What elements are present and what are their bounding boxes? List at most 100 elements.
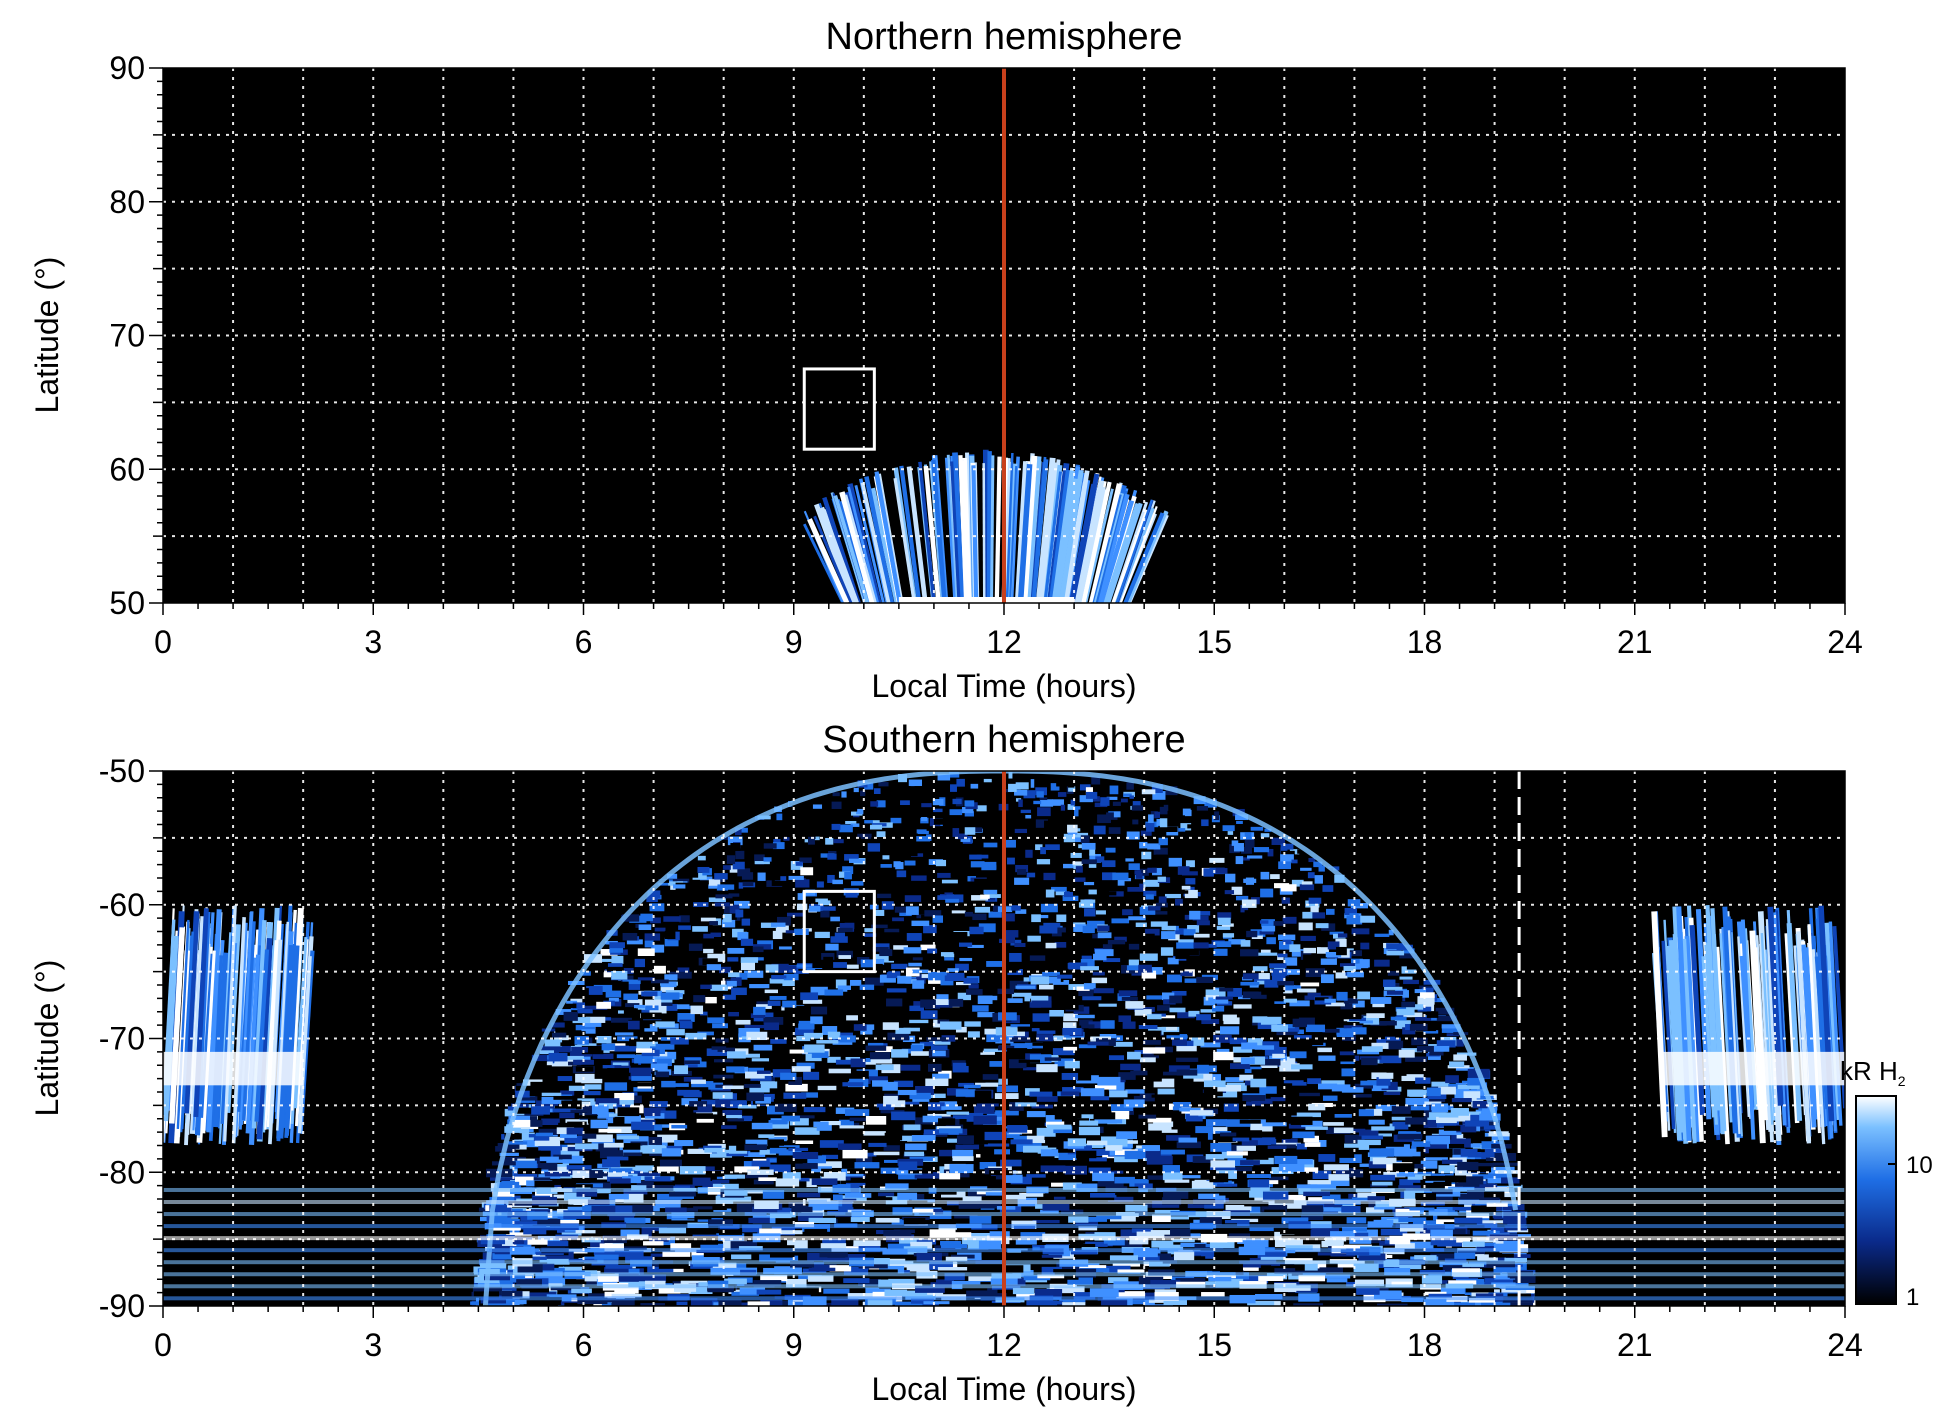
emission-cell (873, 959, 885, 965)
emission-cell (1381, 1081, 1398, 1091)
emission-cell (1102, 860, 1116, 868)
emission-cell (1044, 820, 1054, 830)
emission-cell (1503, 1216, 1527, 1224)
emission-cell (623, 1136, 649, 1146)
emission-cell (623, 1152, 642, 1157)
emission-cell (1225, 1204, 1252, 1211)
emission-cell (849, 803, 858, 812)
emission-cell (1456, 1124, 1477, 1133)
emission-cell (944, 975, 965, 982)
x-tick-label: 0 (154, 1327, 172, 1363)
emission-cell (1240, 1160, 1260, 1166)
emission-cell (973, 1105, 995, 1114)
emission-cell (929, 1229, 956, 1238)
emission-cell (763, 1016, 784, 1025)
emission-cell (634, 1054, 654, 1064)
emission-cell (1015, 1102, 1037, 1107)
emission-cell (735, 850, 745, 860)
emission-cell (1312, 1170, 1332, 1180)
emission-cell (977, 1012, 995, 1018)
emission-cell (1067, 782, 1075, 788)
emission-cell (1478, 1220, 1507, 1224)
side-lobe-stroke (1668, 939, 1686, 1133)
emission-cell (1034, 1288, 1063, 1298)
emission-cell (835, 979, 847, 989)
emission-cell (679, 915, 690, 923)
emission-cell (1092, 953, 1107, 961)
emission-stroke (1035, 457, 1056, 603)
emission-cell (1072, 861, 1083, 866)
emission-cell (1462, 1241, 1485, 1247)
emission-cell (1124, 1150, 1146, 1160)
emission-cell (1042, 852, 1054, 857)
emission-cell (1010, 939, 1022, 946)
emission-cell (1195, 1126, 1213, 1134)
emission-cell (1304, 1142, 1321, 1148)
emission-cell (1363, 1016, 1380, 1025)
emission-cell (1105, 991, 1119, 999)
emission-cell (1264, 828, 1272, 832)
emission-cell (729, 904, 740, 914)
emission-cell (1467, 1152, 1487, 1158)
emission-cell (1300, 867, 1312, 871)
emission-cell (932, 1073, 950, 1079)
emission-stroke (814, 503, 855, 603)
emission-cell (831, 801, 842, 809)
emission-cell (662, 1251, 691, 1257)
emission-cell (1045, 889, 1055, 898)
emission-cell (1146, 995, 1165, 1000)
emission-cell (623, 993, 638, 1000)
emission-cell (633, 1004, 647, 1009)
emission-cell (1437, 1215, 1466, 1222)
emission-cell (1122, 909, 1133, 916)
emission-cell (884, 1159, 906, 1163)
y-tick-label: -50 (99, 753, 145, 789)
emission-cell (1025, 814, 1032, 819)
emission-cell (795, 861, 803, 866)
emission-cell (1116, 1291, 1145, 1299)
emission-cell (567, 1206, 588, 1212)
emission-cell (1274, 1239, 1303, 1248)
emission-cell (1151, 1240, 1174, 1248)
emission-cell (858, 1279, 882, 1287)
colorbar-tick-label-10: 10 (1906, 1152, 1933, 1179)
emission-cell (986, 961, 1004, 967)
emission-cell (1184, 809, 1192, 817)
emission-cell (790, 1287, 819, 1294)
emission-cell (1246, 1156, 1269, 1160)
emission-cell (701, 1205, 727, 1211)
emission-cell (1358, 1129, 1379, 1137)
emission-cell (1146, 1155, 1173, 1165)
emission-cell (827, 1056, 841, 1063)
emission-stroke (1043, 471, 1063, 603)
emission-cell (657, 1134, 678, 1143)
emission-cell (1507, 1275, 1536, 1284)
emission-cell (1423, 1030, 1439, 1034)
emission-cell (609, 942, 625, 949)
emission-cell (1240, 904, 1249, 913)
emission-cell (584, 1019, 602, 1027)
emission-cell (874, 909, 885, 916)
emission-cell (772, 1300, 802, 1306)
emission-cell (1132, 1292, 1163, 1300)
emission-stroke (1026, 461, 1042, 603)
emission-cell (742, 1224, 762, 1233)
emission-cell (753, 1280, 782, 1287)
emission-cell (771, 922, 786, 927)
emission-cell (641, 991, 658, 997)
emission-stroke (1014, 461, 1029, 603)
emission-cell (1151, 1094, 1170, 1098)
emission-cell (523, 1225, 547, 1235)
emission-cell (566, 1165, 592, 1170)
emission-cell (1023, 1274, 1051, 1281)
emission-stroke (1098, 499, 1135, 603)
emission-cell (489, 1205, 508, 1213)
emission-cell (1062, 895, 1079, 902)
emission-cell (883, 1095, 898, 1105)
emission-cell (936, 994, 949, 1000)
emission-cell (533, 1134, 551, 1142)
emission-cell (938, 1027, 956, 1035)
emission-cell (1289, 1051, 1307, 1059)
emission-cell (538, 1162, 558, 1171)
emission-cell (791, 1066, 811, 1072)
